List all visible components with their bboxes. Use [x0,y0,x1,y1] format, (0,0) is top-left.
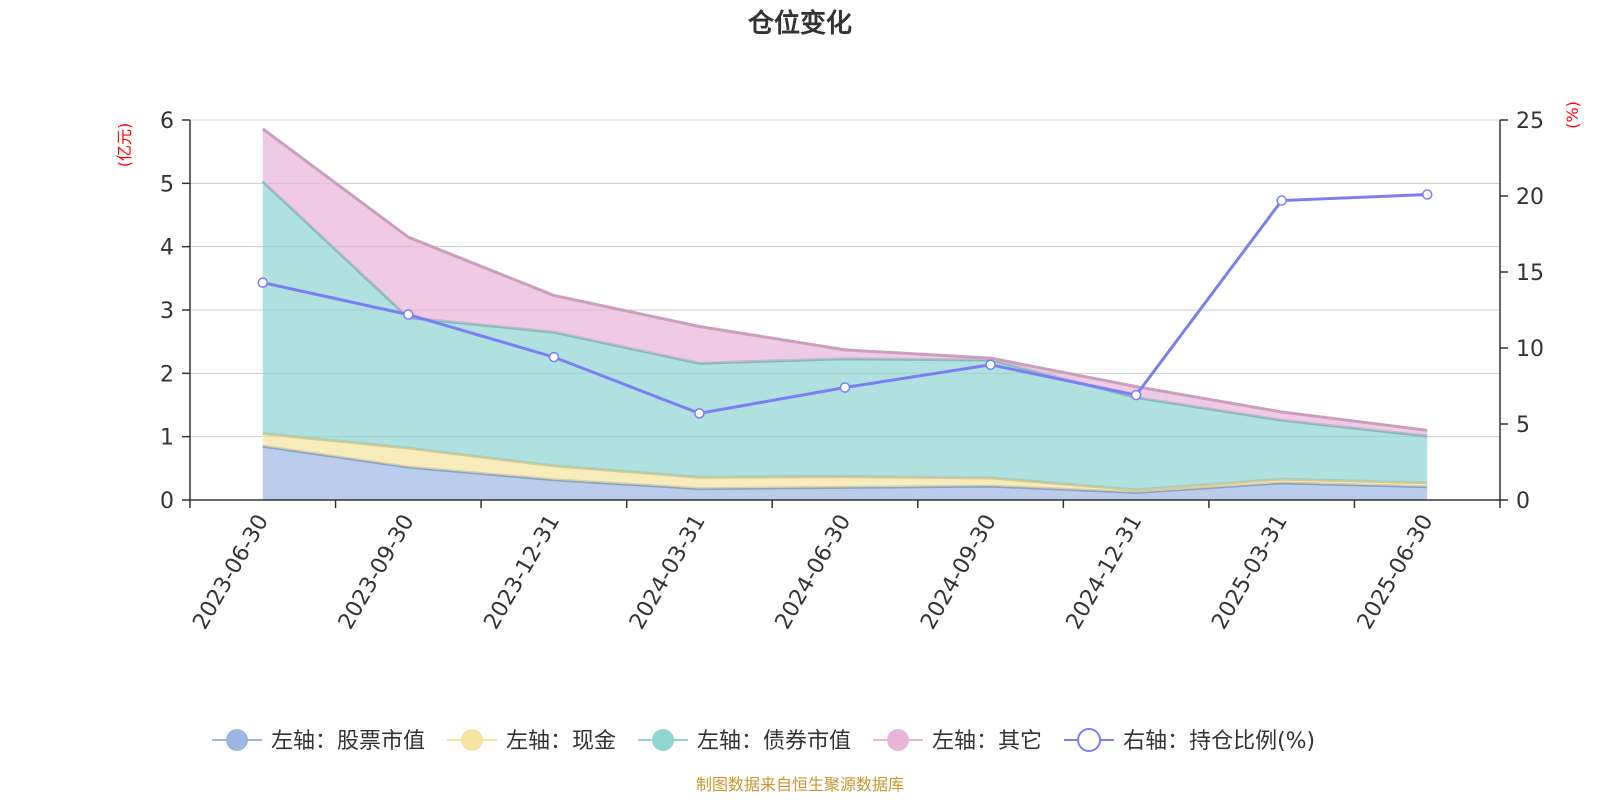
left-tick-label: 5 [160,172,174,197]
legend-item[interactable]: 左轴：债券市值 [638,729,851,754]
legend-marker [461,729,484,751]
right-axis-unit: (%) [1563,101,1582,129]
x-tick-label: 2023-12-31 [480,511,566,634]
left-tick-label: 1 [160,426,174,451]
area-edge-左轴：现金 [262,432,1428,492]
ratio-point [839,382,851,393]
legend-label: 左轴：现金 [506,729,616,754]
area-左轴：债券市值 [262,181,1428,490]
left-tick-label: 2 [160,362,174,387]
ratio-point [1130,389,1142,401]
legend-marker [226,729,248,751]
right-tick-label: 15 [1516,261,1544,286]
x-tick-label: 2024-03-31 [625,511,711,634]
legend[interactable]: 左轴：股票市值 左轴：现金 左轴：债券市值 左轴：其它 右轴：持仓比例(%) [212,728,1315,754]
left-tick-label: 3 [160,299,174,324]
ratio-point [548,351,560,363]
right-tick-label: 25 [1516,109,1544,134]
legend-item[interactable]: 左轴：现金 [447,729,616,754]
x-tick-label: 2025-03-31 [1207,511,1293,634]
right-tick-label: 20 [1516,185,1544,210]
x-tick-label: 2025-06-30 [1353,511,1439,634]
ratio-point [1276,195,1287,206]
legend-item[interactable]: 右轴：持仓比例(%) [1064,728,1315,754]
stacked-areas [261,127,1428,500]
x-tick-label: 2024-12-31 [1062,511,1148,634]
left-tick-label: 4 [160,236,174,261]
holding-ratio-line [257,189,1433,419]
left-tick-label: 0 [160,489,174,514]
x-tick-label: 2024-06-30 [771,511,857,634]
legend-marker [1077,728,1102,752]
ratio-point [257,277,269,288]
area-左轴：其它 [262,128,1428,437]
ratio-point [985,359,996,370]
area-左轴：股票市值 [262,446,1428,500]
legend-label: 左轴：其它 [932,729,1042,754]
chart-title: 仓位变化 [747,8,852,39]
right-tick-label: 10 [1516,337,1544,362]
right-tick-label: 0 [1516,489,1530,514]
left-tick-label: 6 [160,109,174,134]
legend-item[interactable]: 左轴：其它 [873,729,1042,754]
x-tick-label: 2023-09-30 [334,511,420,634]
legend-item[interactable]: 左轴：股票市值 [212,729,425,754]
area-edge-左轴：其它 [261,127,1428,432]
legend-marker [652,729,675,751]
legend-label: 左轴：债券市值 [697,729,851,754]
x-tick-label: 2023-06-30 [188,511,274,634]
area-左轴：现金 [262,433,1428,493]
legend-label: 左轴：股票市值 [271,729,425,754]
right-tick-label: 5 [1516,413,1530,438]
x-tick-label: 2024-09-30 [916,511,1002,634]
legend-marker [887,729,910,751]
legend-label: 右轴：持仓比例(%) [1123,729,1315,754]
ratio-point [1421,189,1433,200]
left-axis-unit: (亿元) [115,123,134,168]
ratio-point [694,408,705,419]
data-source-note: 制图数据来自恒生聚源数据库 [696,775,904,794]
ratio-point [403,309,414,320]
